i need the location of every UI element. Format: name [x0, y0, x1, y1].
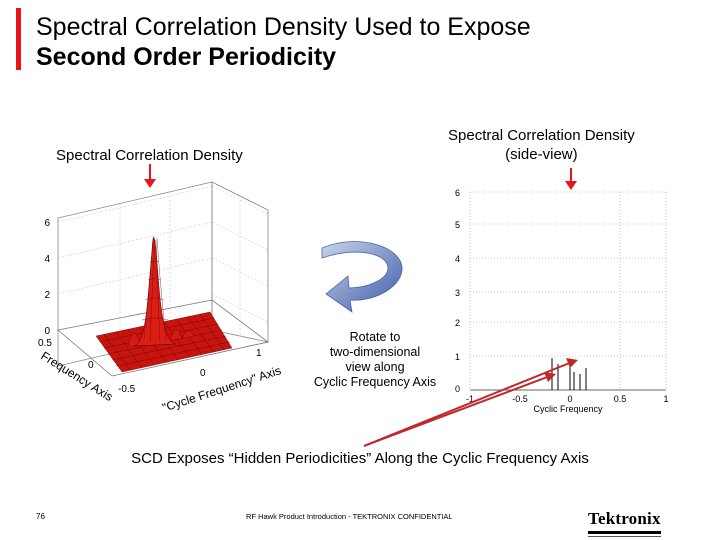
y-tick-label: 1: [455, 352, 460, 362]
annotation-arrow-2: [363, 375, 551, 447]
right-side-view-plot: 6 5 4 3 2 1 0 -1 -0.5 0 0.5 1 Cyclic Fre…: [455, 168, 669, 414]
cyclic-axis-label: "Cycle Frequency" Axis: [161, 363, 283, 415]
rotate-note-line3: view along: [345, 360, 405, 374]
z-tick-label: 0: [44, 326, 50, 337]
right-pointer-arrow-head: [565, 181, 577, 190]
freq-tick-label: 0: [88, 360, 94, 371]
tektronix-logo: Tektronix: [588, 509, 661, 537]
hidden-periodicity-arrows: [363, 358, 578, 447]
freq-tick-label: -0.5: [118, 384, 136, 395]
y-tick-label: 0: [455, 384, 460, 394]
title-line-2: Second Order Periodicity: [36, 43, 337, 71]
z-tick-label: 2: [44, 290, 50, 301]
z-tick-label: 6: [44, 218, 50, 229]
rotate-note-line1: Rotate to: [349, 330, 401, 344]
x-tick-label: 0: [567, 394, 572, 404]
rotate-note: Rotate to two-dimensional view along Cyc…: [300, 330, 450, 390]
freq-axis-label: Frequency Axis: [38, 349, 115, 404]
annotation-arrow-2-head: [544, 372, 556, 382]
logo-underline-thin: [588, 536, 661, 537]
cyclic-tick-label: 0: [200, 368, 206, 379]
confidential-notice: RF Hawk Product Introduction - TEKTRONIX…: [246, 512, 453, 521]
x-tick-label: -1: [466, 394, 474, 404]
right-plot-gridlines: [469, 191, 667, 390]
logo-text: Tektronix: [588, 509, 661, 528]
freq-tick-label: 0.5: [38, 338, 52, 349]
slide-title: Spectral Correlation Density Used to Exp…: [36, 12, 696, 72]
rotate-note-line4: Cyclic Frequency Axis: [313, 375, 437, 389]
x-tick-label: 1: [663, 394, 668, 404]
left-3d-plot: 6 4 2 0: [38, 164, 283, 415]
logo-underline: [588, 531, 661, 534]
left-pointer-arrow-head: [144, 179, 156, 188]
cyclic-tick-label: 1: [256, 348, 262, 359]
scd-surface: [95, 235, 233, 373]
title-line-1: Spectral Correlation Density Used to Exp…: [36, 13, 531, 41]
slide-caption: SCD Exposes “Hidden Periodicities” Along…: [131, 450, 589, 467]
x-axis-label: Cyclic Frequency: [533, 404, 603, 414]
y-tick-label: 4: [455, 254, 460, 264]
right-plot-label-line1: Spectral Correlation Density: [448, 127, 635, 144]
back-wall-gridlines: [57, 185, 269, 352]
left-plot-label: Spectral Correlation Density: [56, 147, 243, 164]
y-tick-label: 2: [455, 318, 460, 328]
z-tick-label: 4: [44, 254, 50, 265]
x-tick-label: -0.5: [512, 394, 528, 404]
y-tick-label: 3: [455, 288, 460, 298]
page-number: 76: [36, 512, 45, 521]
rotate-arrow: [321, 241, 403, 313]
title-accent-bar: [16, 8, 21, 70]
annotation-arrow-1-head: [566, 358, 578, 368]
right-plot-label-line2: (side-view): [505, 146, 578, 163]
x-tick-label: 0.5: [614, 394, 627, 404]
rotate-note-line2: two-dimensional: [329, 345, 421, 359]
y-tick-label: 6: [455, 188, 460, 198]
side-view-spectral-lines: [551, 358, 587, 390]
y-tick-label: 5: [455, 220, 460, 230]
right-plot-label: Spectral Correlation Density (side-view): [448, 126, 635, 164]
